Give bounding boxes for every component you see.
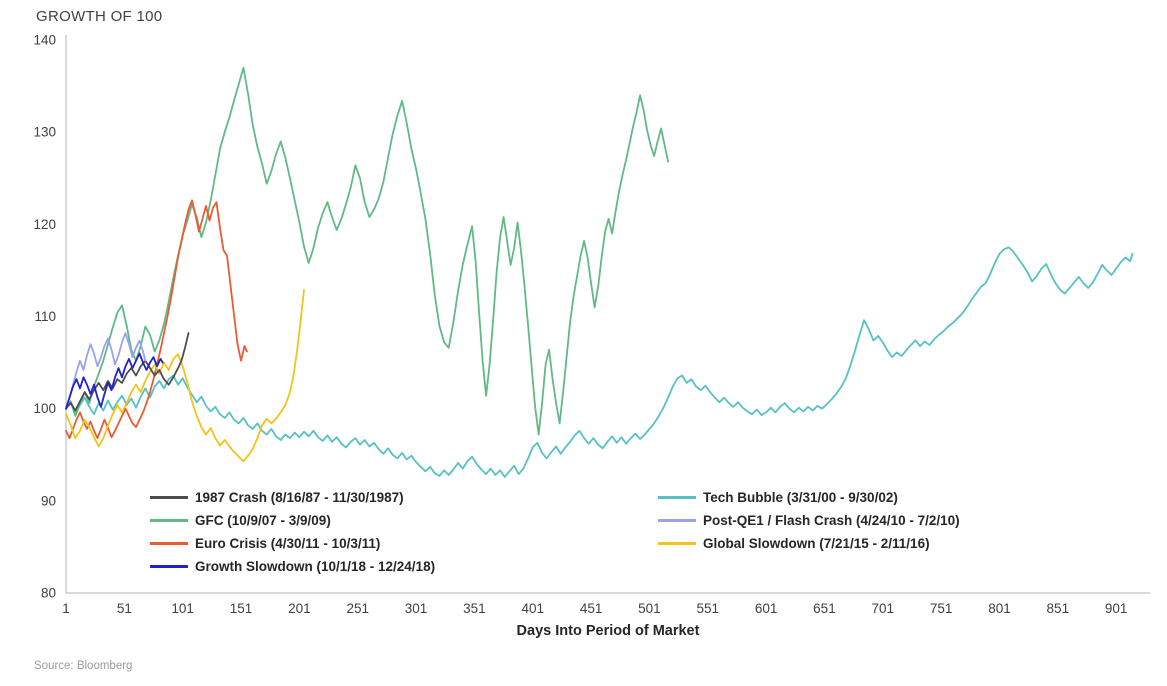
- legend-item: 1987 Crash (8/16/87 - 11/30/1987): [150, 489, 658, 505]
- legend-label: Global Slowdown (7/21/15 - 2/11/16): [703, 535, 930, 551]
- series-line-5: [65, 332, 147, 410]
- legend-item: Global Slowdown (7/21/15 - 2/11/16): [658, 535, 960, 551]
- series-line-0: [65, 246, 1134, 478]
- x-tick-label: 851: [1047, 601, 1070, 616]
- y-tick-label: 140: [33, 33, 56, 48]
- x-tick-label: 601: [755, 601, 778, 616]
- x-tick-label: 651: [813, 601, 836, 616]
- x-tick-label: 901: [1105, 601, 1128, 616]
- x-tick-label: 551: [696, 601, 719, 616]
- series-line-2: [65, 199, 248, 440]
- x-tick-label: 301: [405, 601, 428, 616]
- legend-label: Post-QE1 / Flash Crash (4/24/10 - 7/2/10…: [703, 512, 960, 528]
- legend-label: Tech Bubble (3/31/00 - 9/30/02): [703, 489, 898, 505]
- x-tick-label: 501: [638, 601, 661, 616]
- source-note: Source: Bloomberg: [34, 660, 133, 672]
- legend-item: Euro Crisis (4/30/11 - 10/3/11): [150, 535, 658, 551]
- legend-column: 1987 Crash (8/16/87 - 11/30/1987) GFC (10…: [150, 489, 658, 574]
- page-title: GROWTH OF 100: [36, 8, 163, 25]
- legend-swatch: [150, 495, 188, 499]
- x-tick-label: 751: [930, 601, 953, 616]
- x-tick-label: 51: [117, 601, 132, 616]
- legend-label: Euro Crisis (4/30/11 - 10/3/11): [195, 535, 381, 551]
- legend-column: Tech Bubble (3/31/00 - 9/30/02) Post-QE1 …: [658, 489, 960, 574]
- y-tick-label: 90: [41, 493, 56, 508]
- legend-swatch: [658, 518, 696, 522]
- x-axis-title: Days Into Period of Market: [517, 623, 700, 639]
- y-tick-label: 110: [34, 309, 56, 324]
- x-tick-label: 351: [463, 601, 486, 616]
- x-tick-label: 1: [62, 601, 70, 616]
- x-tick-label: 101: [171, 601, 194, 616]
- x-tick-label: 401: [521, 601, 544, 616]
- y-tick-label: 120: [33, 217, 56, 232]
- legend-label: GFC (10/9/07 - 3/9/09): [195, 512, 331, 528]
- legend-item: Post-QE1 / Flash Crash (4/24/10 - 7/2/10…: [658, 512, 960, 528]
- legend-item: Growth Slowdown (10/1/18 - 12/24/18): [150, 558, 658, 574]
- legend-item: GFC (10/9/07 - 3/9/09): [150, 512, 658, 528]
- legend-label: Growth Slowdown (10/1/18 - 12/24/18): [195, 558, 436, 574]
- series-line-1: [65, 66, 669, 436]
- legend-swatch: [658, 541, 696, 545]
- series-line-4: [65, 332, 190, 412]
- growth-chart-area: 80 90 100 110 120 130 140 1 51 101 151 201 251 301 351…: [33, 33, 1150, 639]
- x-tick-label: 251: [346, 601, 369, 616]
- x-tick-label: 201: [288, 601, 311, 616]
- legend-label: 1987 Crash (8/16/87 - 11/30/1987): [195, 489, 404, 505]
- x-tick-label: 451: [580, 601, 603, 616]
- x-tick-label: 701: [872, 601, 895, 616]
- legend-item: Tech Bubble (3/31/00 - 9/30/02): [658, 489, 960, 505]
- series-line-3: [65, 288, 305, 463]
- x-tick-label: 151: [230, 601, 253, 616]
- legend-swatch: [150, 541, 188, 545]
- y-tick-label: 80: [41, 586, 56, 601]
- series-line-6: [65, 352, 164, 410]
- legend-swatch: [150, 564, 188, 568]
- x-tick-label: 801: [988, 601, 1011, 616]
- y-tick-label: 100: [33, 401, 56, 416]
- y-tick-label: 130: [33, 125, 56, 140]
- legend: 1987 Crash (8/16/87 - 11/30/1987) GFC (10…: [150, 489, 960, 574]
- legend-swatch: [658, 495, 696, 499]
- legend-swatch: [150, 518, 188, 522]
